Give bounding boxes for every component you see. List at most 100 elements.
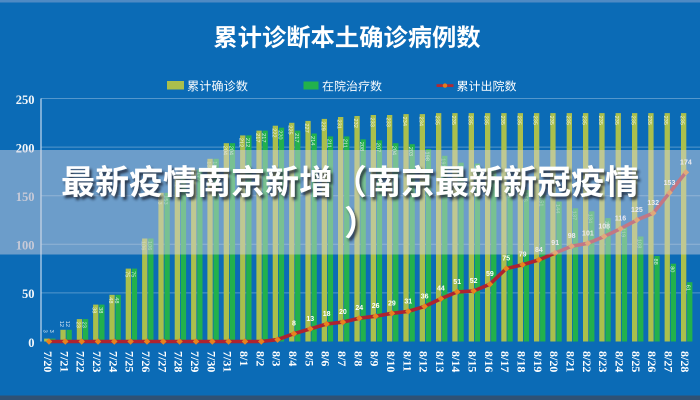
svg-text:18: 18 [323, 311, 331, 318]
svg-text:204: 204 [221, 146, 227, 155]
svg-text:7/24: 7/24 [106, 351, 120, 372]
svg-text:23: 23 [74, 322, 80, 328]
svg-text:235: 235 [564, 116, 570, 125]
svg-text:48: 48 [113, 297, 119, 303]
svg-text:214: 214 [309, 136, 315, 145]
svg-text:137: 137 [570, 211, 576, 220]
svg-text:8/2: 8/2 [253, 351, 267, 366]
svg-text:7/29: 7/29 [188, 351, 202, 372]
svg-text:12: 12 [64, 321, 70, 327]
svg-text:150: 150 [16, 190, 35, 204]
svg-text:108: 108 [636, 239, 642, 248]
svg-text:8/25: 8/25 [629, 351, 643, 372]
svg-text:232: 232 [352, 119, 358, 128]
svg-text:144: 144 [554, 204, 560, 213]
svg-text:8/26: 8/26 [645, 351, 659, 372]
svg-text:7/20: 7/20 [41, 351, 55, 372]
svg-text:7/31: 7/31 [221, 351, 235, 372]
svg-text:204: 204 [391, 146, 397, 155]
svg-text:119: 119 [619, 228, 625, 237]
svg-text:75: 75 [502, 256, 510, 263]
svg-text:227: 227 [303, 123, 309, 132]
svg-text:188: 188 [205, 161, 211, 170]
svg-text:8/12: 8/12 [417, 351, 431, 372]
svg-text:0: 0 [28, 336, 34, 350]
svg-text:7/28: 7/28 [172, 351, 186, 372]
svg-text:13: 13 [306, 316, 314, 323]
svg-text:229: 229 [319, 121, 325, 130]
svg-text:235: 235 [662, 116, 668, 125]
svg-text:235: 235 [597, 116, 603, 125]
svg-text:211: 211 [342, 139, 348, 148]
svg-text:217: 217 [260, 133, 266, 142]
svg-text:151: 151 [538, 197, 544, 206]
svg-text:20: 20 [339, 309, 347, 316]
svg-text:235: 235 [646, 116, 652, 125]
svg-text:91: 91 [551, 240, 559, 247]
svg-text:8/17: 8/17 [498, 351, 512, 372]
svg-text:3: 3 [42, 330, 48, 333]
svg-text:8/4: 8/4 [286, 351, 300, 366]
svg-text:8/5: 8/5 [302, 351, 316, 366]
svg-text:98: 98 [568, 233, 576, 240]
svg-text:26: 26 [372, 303, 380, 310]
svg-text:24: 24 [355, 305, 363, 312]
svg-text:208: 208 [358, 142, 364, 151]
svg-text:153: 153 [156, 195, 162, 204]
svg-text:212: 212 [238, 138, 244, 147]
svg-text:38: 38 [97, 307, 103, 313]
svg-text:8/11: 8/11 [400, 351, 414, 372]
svg-text:7/22: 7/22 [74, 351, 88, 372]
svg-text:235: 235 [515, 116, 521, 125]
svg-text:7/30: 7/30 [204, 351, 218, 372]
svg-text:51: 51 [453, 279, 461, 286]
svg-text:116: 116 [615, 216, 626, 223]
svg-text:225: 225 [287, 125, 293, 134]
svg-text:235: 235 [466, 116, 472, 125]
svg-text:207: 207 [374, 143, 380, 152]
svg-text:8/24: 8/24 [613, 351, 627, 372]
svg-text:101: 101 [582, 230, 594, 237]
svg-text:88: 88 [652, 259, 658, 265]
svg-text:171: 171 [172, 178, 178, 187]
svg-text:3: 3 [48, 330, 54, 333]
svg-text:198: 198 [423, 152, 429, 161]
svg-text:84: 84 [535, 247, 543, 254]
svg-text:204: 204 [227, 146, 233, 155]
svg-text:203: 203 [407, 147, 413, 156]
svg-text:80: 80 [668, 266, 674, 272]
svg-text:184: 184 [456, 165, 462, 174]
svg-text:8/7: 8/7 [335, 351, 349, 366]
svg-text:235: 235 [581, 116, 587, 125]
svg-text:250: 250 [16, 93, 35, 107]
svg-text:106: 106 [146, 241, 152, 250]
svg-text:23: 23 [81, 322, 87, 328]
svg-text:217: 217 [254, 133, 260, 142]
svg-text:8/22: 8/22 [580, 351, 594, 372]
svg-text:134: 134 [587, 214, 593, 223]
svg-text:235: 235 [630, 116, 636, 125]
svg-text:8/6: 8/6 [319, 351, 333, 366]
svg-text:233: 233 [385, 118, 391, 127]
svg-text:8/8: 8/8 [351, 351, 365, 366]
svg-text:234: 234 [417, 117, 423, 126]
svg-text:7/26: 7/26 [139, 351, 153, 372]
svg-text:212: 212 [244, 138, 250, 147]
svg-text:100: 100 [16, 239, 35, 253]
svg-text:8/28: 8/28 [678, 351, 692, 372]
svg-text:156: 156 [521, 192, 527, 201]
svg-text:61: 61 [685, 285, 691, 291]
svg-text:125: 125 [631, 207, 643, 214]
svg-text:52: 52 [470, 278, 478, 285]
svg-text:8/19: 8/19 [531, 351, 545, 372]
svg-text:75: 75 [129, 271, 135, 277]
svg-text:12: 12 [58, 321, 64, 327]
svg-text:8/23: 8/23 [596, 351, 610, 372]
svg-text:79: 79 [519, 252, 527, 259]
svg-text:8/9: 8/9 [368, 351, 382, 366]
svg-text:36: 36 [421, 294, 429, 301]
svg-text:153: 153 [664, 180, 676, 187]
svg-text:44: 44 [437, 286, 445, 293]
svg-text:235: 235 [483, 116, 489, 125]
svg-text:234: 234 [401, 117, 407, 126]
